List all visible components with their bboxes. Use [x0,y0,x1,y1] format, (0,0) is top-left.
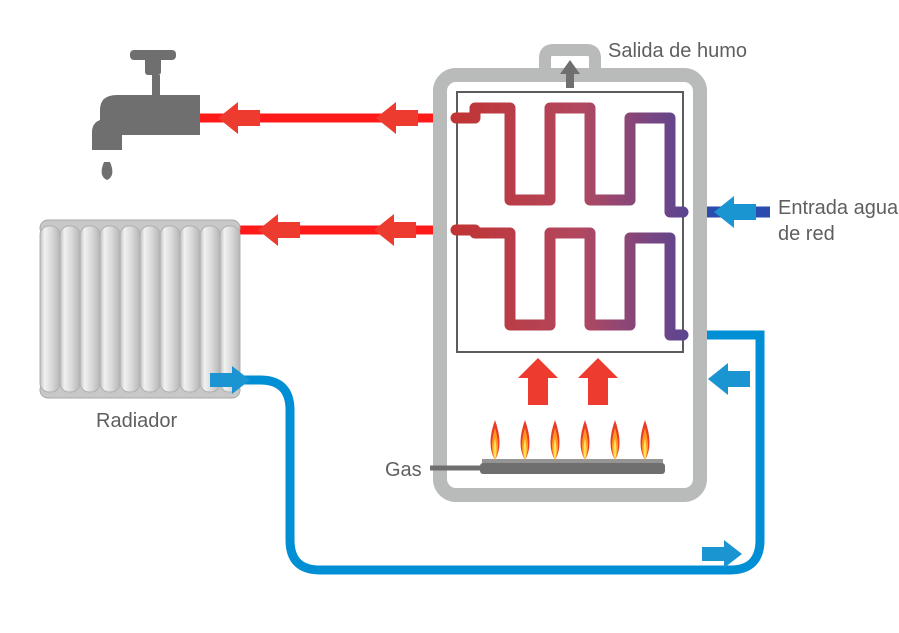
label-smoke-outlet: Salida de humo [608,38,747,64]
radiator-icon [40,220,240,398]
label-radiator: Radiador [96,408,177,434]
label-gas: Gas [385,457,422,483]
label-water-inlet-line2: de red [778,223,835,245]
label-water-inlet: Entrada agua de red [778,195,898,247]
faucet-icon [92,50,200,180]
label-water-inlet-line1: Entrada agua [778,197,898,219]
